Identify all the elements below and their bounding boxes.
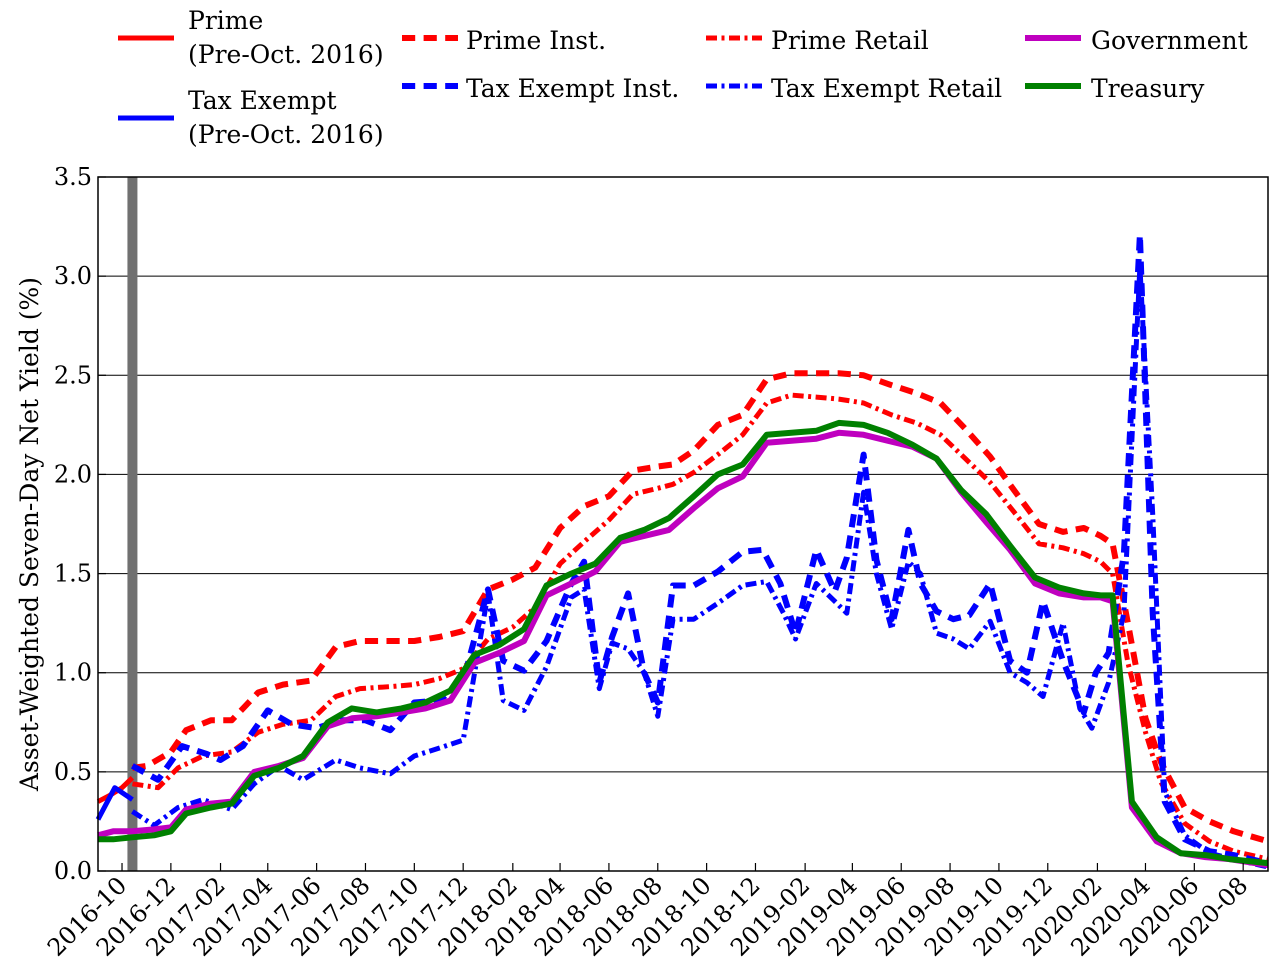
series-tax-exempt-inst-line	[130, 231, 1269, 867]
legend-label: Tax Exempt	[188, 86, 337, 115]
legend-label: Prime	[188, 6, 263, 35]
series-lines	[95, 231, 1269, 870]
series-prime-pre-oct-2016-line	[96, 775, 135, 804]
legend-label: Treasury	[1091, 74, 1205, 103]
series-tax-exempt-retail-line	[131, 263, 1269, 870]
y-tick-label: 1.0	[54, 659, 92, 687]
series-government-line	[97, 429, 1269, 869]
y-tick-label: 2.0	[54, 460, 92, 488]
legend-item-tax-exempt-retail: Tax Exempt Retail	[706, 74, 1002, 103]
y-tick-label: 0.0	[54, 857, 92, 885]
legend-label: (Pre-Oct. 2016)	[188, 40, 384, 69]
series-prime-retail-line	[132, 392, 1269, 862]
series-tax-exempt-pre-oct-2016-line	[95, 785, 134, 821]
y-axis-title: Asset-Weighted Seven-Day Net Yield (%)	[15, 277, 44, 792]
y-axis-ticks: 0.0 0.5 1.0 1.5 2.0 2.5 3.0 3.5	[54, 163, 106, 885]
legend-label: Government	[1091, 26, 1248, 55]
legend-label: Prime Retail	[771, 26, 929, 55]
legend-item-prime-inst: Prime Inst.	[402, 26, 606, 55]
series-prime-inst-line	[131, 370, 1269, 845]
y-tick-label: 0.5	[54, 758, 92, 786]
legend-item-prime-retail: Prime Retail	[706, 26, 929, 55]
x-axis-ticks: 2016-102016-122017-022017-042017-062017-…	[42, 863, 1253, 962]
legend-label: Tax Exempt Retail	[771, 74, 1002, 103]
legend: Prime (Pre-Oct. 2016) Tax Exempt (Pre-Oct. …	[118, 6, 1248, 149]
legend-item-tax-exempt-pre-oct-2016: Tax Exempt (Pre-Oct. 2016)	[118, 86, 384, 149]
gridlines	[98, 275, 1268, 773]
y-tick-label: 2.5	[54, 361, 92, 389]
legend-item-treasury: Treasury	[1025, 74, 1205, 103]
y-tick-label: 3.0	[54, 262, 92, 290]
y-tick-label: 1.5	[54, 560, 92, 588]
legend-label: Prime Inst.	[466, 26, 606, 55]
legend-item-prime-pre-oct-2016: Prime (Pre-Oct. 2016)	[118, 6, 384, 69]
plot-frame	[97, 176, 1269, 872]
legend-label: Tax Exempt Inst.	[466, 74, 679, 103]
legend-label: (Pre-Oct. 2016)	[188, 120, 384, 149]
y-tick-label: 3.5	[54, 163, 92, 191]
legend-item-government: Government	[1025, 26, 1248, 55]
series-treasury-line	[98, 419, 1269, 867]
legend-item-tax-exempt-inst: Tax Exempt Inst.	[402, 74, 679, 103]
